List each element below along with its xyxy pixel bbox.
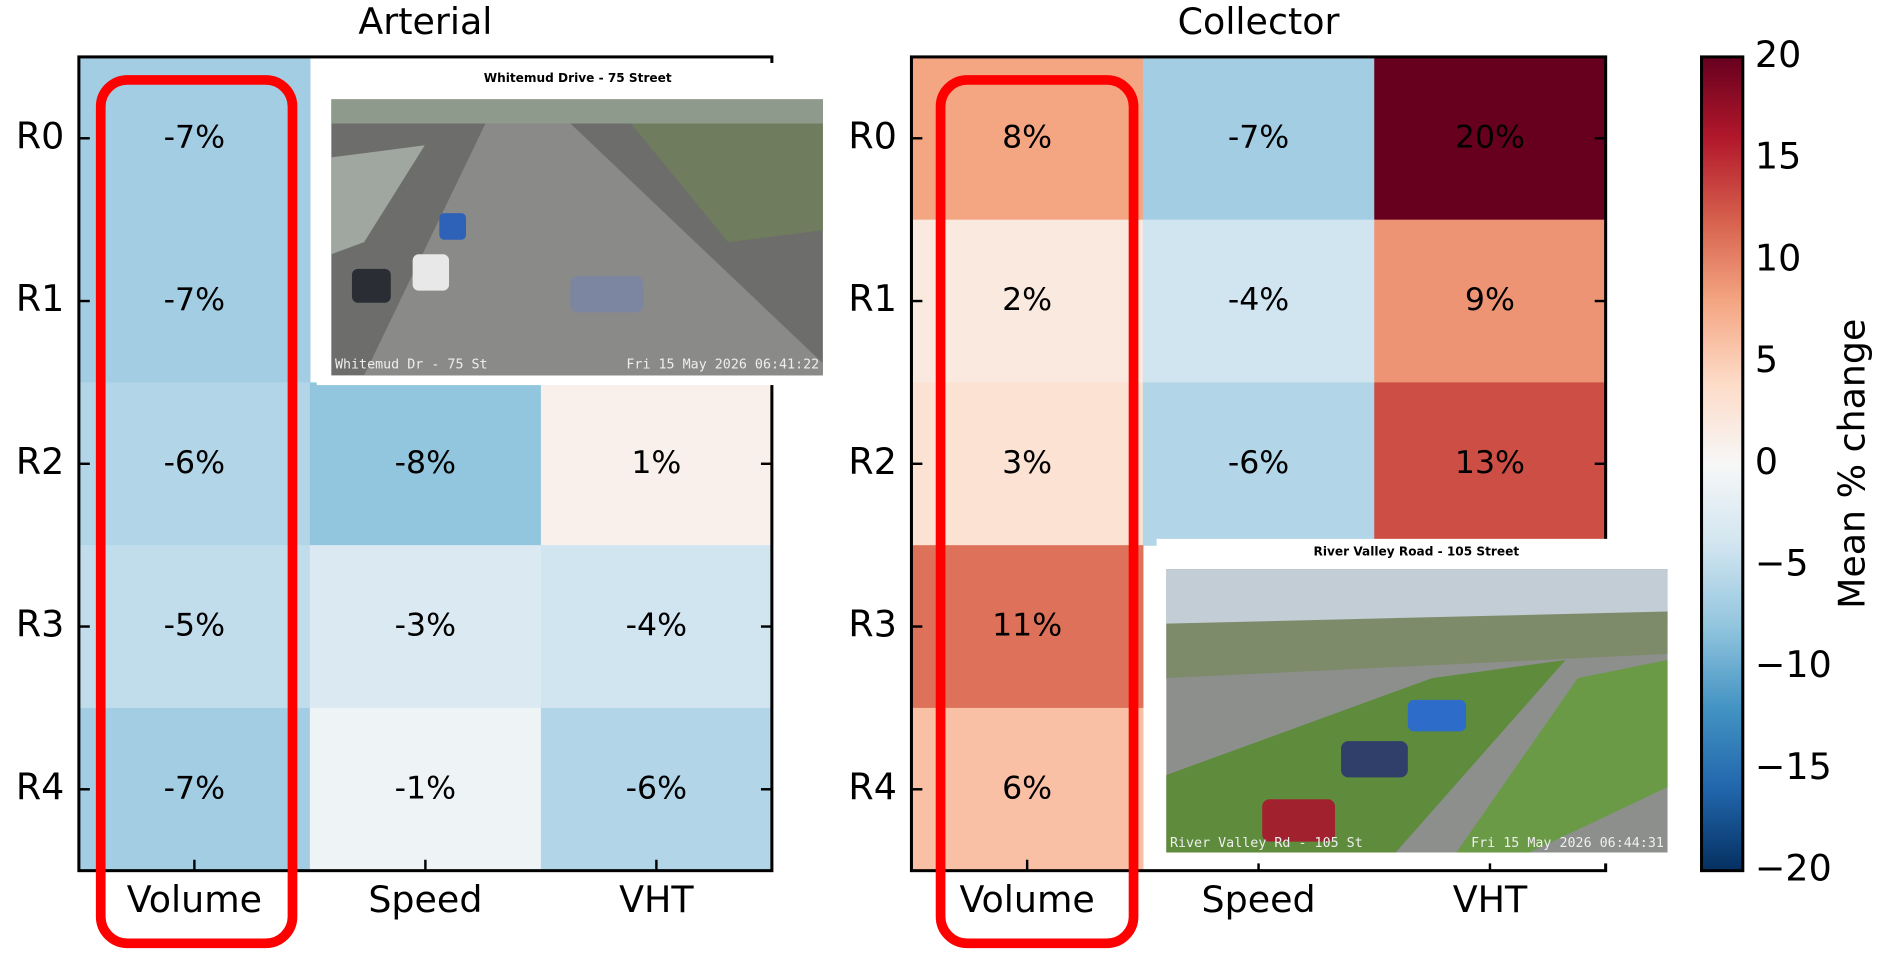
car	[439, 213, 467, 240]
car	[1262, 799, 1336, 842]
colorbar-tick-label: −15	[1755, 745, 1832, 788]
heatmap-cell	[78, 219, 311, 384]
colorbar-tick-label: 5	[1755, 338, 1778, 381]
colorbar-tick-label: 20	[1755, 33, 1801, 76]
cell-label: -3%	[395, 608, 456, 644]
y-tick-label: R0	[16, 114, 64, 157]
inset-overlay: Fri 15 May 2026 06:41:22	[626, 357, 819, 372]
heatmap-cell	[1374, 219, 1607, 384]
heatmap-cell	[1374, 382, 1607, 546]
cell-label: -7%	[164, 119, 225, 155]
highlight-box	[95, 75, 298, 949]
highlight-box	[935, 75, 1139, 949]
car	[570, 276, 644, 313]
y-tick-label: R3	[16, 603, 64, 646]
cell-label: -4%	[626, 608, 687, 644]
cell-label: 3%	[1002, 445, 1052, 481]
cell-label: 11%	[992, 608, 1062, 644]
cell-label: -6%	[1228, 445, 1289, 481]
cell-label: -7%	[164, 282, 225, 318]
cell-label: -4%	[1228, 282, 1289, 318]
heatmap-cell	[78, 545, 311, 709]
cell-label: 1%	[631, 445, 681, 481]
inset-title: Whitemud Drive - 75 Street	[484, 71, 672, 85]
bridge	[331, 145, 425, 255]
colorbar-tick-label: −20	[1755, 847, 1832, 890]
y-tick-label: R2	[848, 440, 896, 483]
y-tick-label: R3	[848, 603, 896, 646]
trees	[1166, 611, 1668, 679]
heatmap-cell	[911, 707, 1144, 872]
x-tick-label: VHT	[619, 878, 694, 921]
heatmap-cell	[911, 382, 1144, 546]
x-tick-label: Volume	[959, 878, 1094, 921]
y-tick-label: R0	[848, 114, 896, 157]
camera-inset: River Valley Road - 105 Street River Val…	[1156, 538, 1677, 864]
camera-inset: Whitemud Drive - 75 Street Whitemud Dr -…	[316, 62, 825, 386]
inset-overlay: Whitemud Dr - 75 St	[335, 357, 488, 372]
colorbar-tick-label: −10	[1755, 643, 1832, 686]
cell-label: 2%	[1002, 282, 1052, 318]
inset-overlay: Fri 15 May 2026 06:44:31	[1471, 836, 1664, 851]
colorbar-label: Mean % change	[1830, 319, 1873, 609]
y-tick-label: R4	[848, 765, 896, 808]
colorbar-tick-label: 0	[1755, 440, 1778, 483]
heatmap-cell	[309, 382, 542, 546]
x-tick-label: Speed	[368, 878, 482, 921]
colorbar-tick-label: −5	[1755, 542, 1809, 585]
x-tick-label: VHT	[1453, 878, 1528, 921]
y-tick-label: R1	[16, 277, 64, 320]
heatmap-cell	[540, 382, 773, 546]
colorbar	[1700, 55, 1745, 873]
heatmap-cell	[309, 707, 542, 872]
heatmap-cell	[1142, 219, 1375, 384]
colorbar-tick-label: 10	[1755, 236, 1801, 279]
cell-label: 8%	[1002, 119, 1052, 155]
chart-title: Arterial	[358, 0, 492, 43]
cell-label: -5%	[164, 608, 225, 644]
car	[351, 268, 391, 303]
heatmap-cell	[911, 545, 1144, 709]
cell-label: -7%	[164, 770, 225, 806]
heatmap-cell	[309, 545, 542, 709]
car	[412, 254, 450, 291]
y-tick-label: R2	[16, 440, 64, 483]
heatmap-cell	[1142, 56, 1375, 221]
heatmap-cell	[540, 707, 773, 872]
cell-label: -1%	[395, 770, 456, 806]
grass	[1456, 659, 1668, 853]
heatmap-cell	[540, 545, 773, 709]
cell-label: -6%	[164, 445, 225, 481]
road	[364, 123, 823, 376]
cell-label: -7%	[1228, 119, 1289, 155]
inset-overlay: River Valley Rd - 105 St	[1170, 836, 1363, 851]
cell-label: 9%	[1465, 282, 1515, 318]
chart-title: Collector	[1178, 0, 1340, 43]
field	[631, 123, 823, 243]
x-tick-label: Volume	[127, 878, 262, 921]
heatmap-cell	[1374, 56, 1607, 221]
cell-label: 20%	[1455, 119, 1525, 155]
heatmap-cell	[911, 219, 1144, 384]
cell-label: -6%	[626, 770, 687, 806]
cell-label: -8%	[395, 445, 456, 481]
y-tick-label: R1	[848, 277, 896, 320]
heatmap-cell	[78, 707, 311, 872]
cell-label: 6%	[1002, 770, 1052, 806]
car	[1407, 699, 1467, 732]
car	[1341, 741, 1408, 778]
sky	[331, 99, 823, 124]
y-tick-label: R4	[16, 765, 64, 808]
heatmap-cell	[1142, 382, 1375, 546]
colorbar-tick-label: 15	[1755, 135, 1801, 178]
cell-label: 13%	[1455, 445, 1525, 481]
heatmap-cell	[78, 382, 311, 546]
inset-title: River Valley Road - 105 Street	[1314, 545, 1520, 559]
x-tick-label: Speed	[1201, 878, 1315, 921]
